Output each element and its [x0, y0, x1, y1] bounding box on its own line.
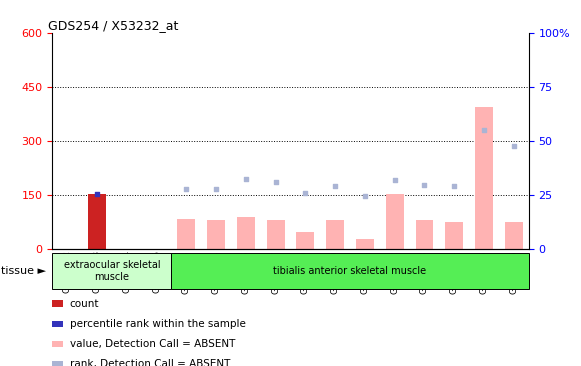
Text: count: count [70, 299, 99, 309]
Point [509, 143, 518, 149]
Point [92, 191, 102, 197]
Bar [88, 194, 106, 249]
Bar [415, 220, 433, 249]
Point [241, 176, 250, 182]
Text: tissue ►: tissue ► [1, 266, 46, 276]
Bar [475, 107, 493, 249]
Point [479, 127, 489, 133]
Text: rank, Detection Call = ABSENT: rank, Detection Call = ABSENT [70, 359, 230, 366]
Bar [207, 220, 225, 249]
Text: GDS254 / X53232_at: GDS254 / X53232_at [48, 19, 178, 32]
Text: value, Detection Call = ABSENT: value, Detection Call = ABSENT [70, 339, 235, 349]
Point [301, 190, 310, 196]
Bar [267, 220, 285, 249]
Point [420, 182, 429, 188]
Point [182, 186, 191, 192]
Bar [296, 232, 314, 249]
Bar [386, 194, 404, 249]
Bar [505, 222, 523, 249]
Point [271, 179, 280, 185]
Bar [237, 217, 254, 249]
Bar [327, 220, 344, 249]
Point [211, 186, 221, 192]
Text: percentile rank within the sample: percentile rank within the sample [70, 319, 246, 329]
Text: extraocular skeletal
muscle: extraocular skeletal muscle [63, 260, 160, 282]
Point [450, 183, 459, 189]
Bar [177, 219, 195, 249]
Bar [446, 222, 463, 249]
Point [390, 178, 399, 183]
Point [360, 193, 370, 198]
Point [331, 183, 340, 189]
Text: tibialis anterior skeletal muscle: tibialis anterior skeletal muscle [274, 266, 426, 276]
Bar [356, 239, 374, 249]
